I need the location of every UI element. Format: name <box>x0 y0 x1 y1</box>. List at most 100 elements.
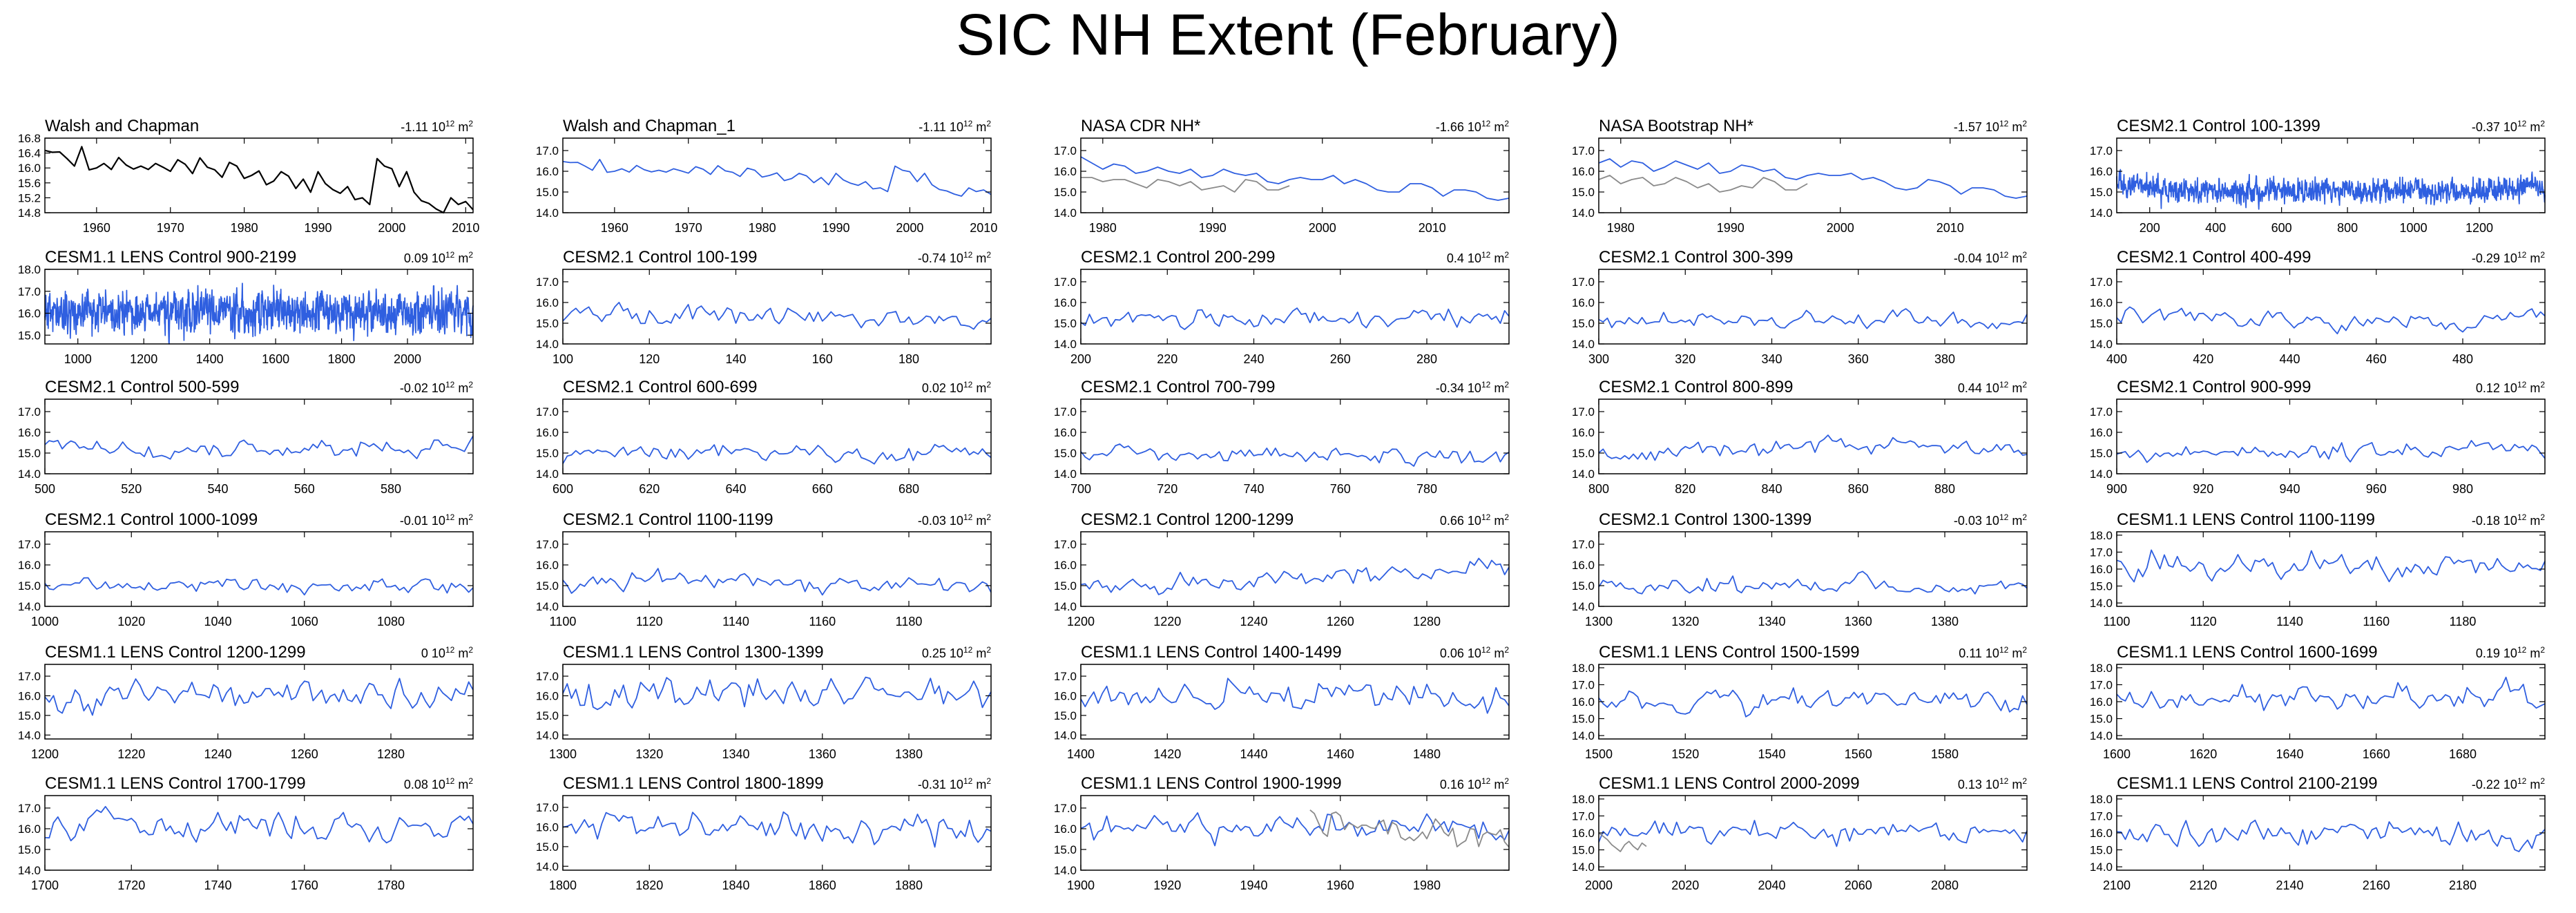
y-tick-label: 17.0 <box>536 670 559 683</box>
chart-panel: CESM1.1 LENS Control 2100-2199 -0.22 1012… <box>2090 774 2546 892</box>
x-tick-label: 2040 <box>1758 878 1785 892</box>
x-tick-label: 500 <box>35 482 55 496</box>
x-tick-label: 1990 <box>1717 221 1744 235</box>
x-tick-label: 1580 <box>1931 747 1959 761</box>
panel-title: CESM2.1 Control 200-299 <box>1081 248 1275 267</box>
model-series-line <box>1598 820 2028 847</box>
panel-title: CESM1.1 LENS Control 1700-1799 <box>45 774 306 793</box>
y-tick-label: 16.0 <box>2090 165 2113 178</box>
y-tick-label: 14.0 <box>2090 861 2113 874</box>
y-tick-label: 17.0 <box>1572 276 1595 289</box>
x-tick-label: 1100 <box>550 615 577 628</box>
panel-title: CESM1.1 LENS Control 1300-1399 <box>563 643 824 662</box>
panel-title: CESM2.1 Control 300-399 <box>1599 248 1793 267</box>
chart-panel: CESM1.1 LENS Control 1300-1399 0.25 1012 … <box>536 643 992 761</box>
x-tick-label: 760 <box>1330 482 1351 496</box>
model-series-line <box>1598 158 2028 199</box>
x-tick-label: 1980 <box>231 221 258 235</box>
y-tick-label: 17.0 <box>536 276 559 289</box>
chart-panel: CESM1.1 LENS Control 1700-1799 0.08 1012 … <box>18 774 474 892</box>
x-tick-label: 1540 <box>1758 747 1785 761</box>
x-tick-label: 640 <box>725 482 746 496</box>
x-tick-label: 200 <box>2140 221 2160 235</box>
y-tick-label: 15.0 <box>1054 317 1077 330</box>
panel-trend: -1.66 1012 m2 <box>1436 119 1509 134</box>
x-tick-label: 1720 <box>117 878 145 892</box>
x-tick-label: 2000 <box>1309 221 1336 235</box>
panel-trend: -0.34 1012 m2 <box>1436 380 1509 395</box>
x-tick-label: 600 <box>2271 221 2292 235</box>
chart-panel: CESM2.1 Control 300-399 -0.04 1012 m2 300 3… <box>1572 248 2028 366</box>
x-tick-label: 1920 <box>1153 878 1181 892</box>
y-tick-label: 15.0 <box>1054 843 1077 856</box>
model-series-line <box>562 811 992 848</box>
x-tick-label: 1380 <box>1931 615 1959 628</box>
x-tick-label: 980 <box>2452 482 2473 496</box>
panel-title: CESM1.1 LENS Control 1900-1999 <box>1081 774 1342 793</box>
model-series-line <box>44 677 474 716</box>
chart-panel: CESM1.1 LENS Control 1200-1299 0 1012 m2 1… <box>18 643 474 761</box>
panel-trend: -0.04 1012 m2 <box>1954 250 2027 265</box>
x-tick-label: 920 <box>2193 482 2213 496</box>
chart-panel: CESM2.1 Control 1000-1099 -0.01 1012 m2 10… <box>18 510 474 628</box>
panel-trend: -0.22 1012 m2 <box>2472 776 2545 791</box>
x-tick-label: 2000 <box>896 221 923 235</box>
x-tick-label: 1620 <box>2189 747 2217 761</box>
chart-panel: CESM1.1 LENS Control 2000-2099 0.13 1012 … <box>1572 774 2028 892</box>
x-tick-label: 460 <box>2366 352 2387 366</box>
y-tick-label: 16.0 <box>2090 296 2113 309</box>
panel-trend: 0 1012 m2 <box>421 645 473 660</box>
x-tick-label: 1120 <box>2190 615 2217 628</box>
y-tick-label: 17.0 <box>2090 405 2113 419</box>
y-tick-label: 15.0 <box>536 447 559 460</box>
model-series-line <box>562 302 992 330</box>
x-tick-label: 1240 <box>1240 615 1267 628</box>
plot-frame <box>562 795 992 871</box>
x-tick-label: 260 <box>1330 352 1351 366</box>
x-tick-label: 600 <box>552 482 573 496</box>
chart-panel: CESM2.1 Control 100-1399 -0.37 1012 m2 200… <box>2090 117 2546 235</box>
y-tick-label: 16.0 <box>536 296 559 309</box>
x-tick-label: 1960 <box>83 221 110 235</box>
x-tick-label: 1100 <box>2104 615 2131 628</box>
plot-frame <box>1080 795 1510 871</box>
x-tick-label: 1840 <box>722 878 749 892</box>
y-tick-label: 17.0 <box>18 670 41 683</box>
x-tick-label: 1960 <box>601 221 628 235</box>
panel-trend: 0.19 1012 m2 <box>2476 645 2545 660</box>
panel-trend: -0.03 1012 m2 <box>1954 512 2027 528</box>
y-tick-label: 14.0 <box>1054 864 1077 877</box>
y-tick-label: 17.0 <box>1572 538 1595 551</box>
y-tick-label: 18.0 <box>2090 529 2113 542</box>
plot-frame <box>44 398 474 474</box>
y-tick-label: 17.0 <box>1054 144 1077 157</box>
x-tick-label: 720 <box>1157 482 1178 496</box>
y-tick-label: 16.0 <box>18 559 41 572</box>
y-tick-label: 15.0 <box>2090 447 2113 460</box>
y-tick-label: 16.0 <box>18 162 41 175</box>
panel-title: CESM2.1 Control 400-499 <box>2117 248 2311 267</box>
x-tick-label: 1990 <box>304 221 331 235</box>
x-tick-label: 1520 <box>1671 747 1699 761</box>
y-tick-label: 14.0 <box>1572 861 1595 874</box>
panel-trend: 0.66 1012 m2 <box>1440 512 1509 528</box>
y-tick-label: 14.0 <box>1054 338 1077 351</box>
x-tick-label: 1960 <box>1327 878 1354 892</box>
x-tick-label: 1980 <box>1607 221 1635 235</box>
observed-overlay-line <box>1598 832 1647 852</box>
x-tick-label: 1120 <box>636 615 663 628</box>
panel-trend: 0.09 1012 m2 <box>404 250 473 265</box>
x-tick-label: 1200 <box>2466 221 2493 235</box>
y-tick-label: 15.0 <box>1572 844 1595 857</box>
y-tick-label: 17.0 <box>2090 276 2113 289</box>
x-tick-label: 1000 <box>64 352 92 366</box>
y-tick-label: 14.0 <box>536 468 559 481</box>
x-tick-label: 1980 <box>1089 221 1117 235</box>
y-tick-label: 17.0 <box>1054 538 1077 551</box>
chart-panel: CESM2.1 Control 400-499 -0.29 1012 m2 400 4… <box>2090 248 2546 366</box>
x-tick-label: 1880 <box>895 878 923 892</box>
y-tick-label: 14.0 <box>2090 597 2113 610</box>
x-tick-label: 100 <box>552 352 573 366</box>
y-tick-label: 16.0 <box>1054 296 1077 309</box>
